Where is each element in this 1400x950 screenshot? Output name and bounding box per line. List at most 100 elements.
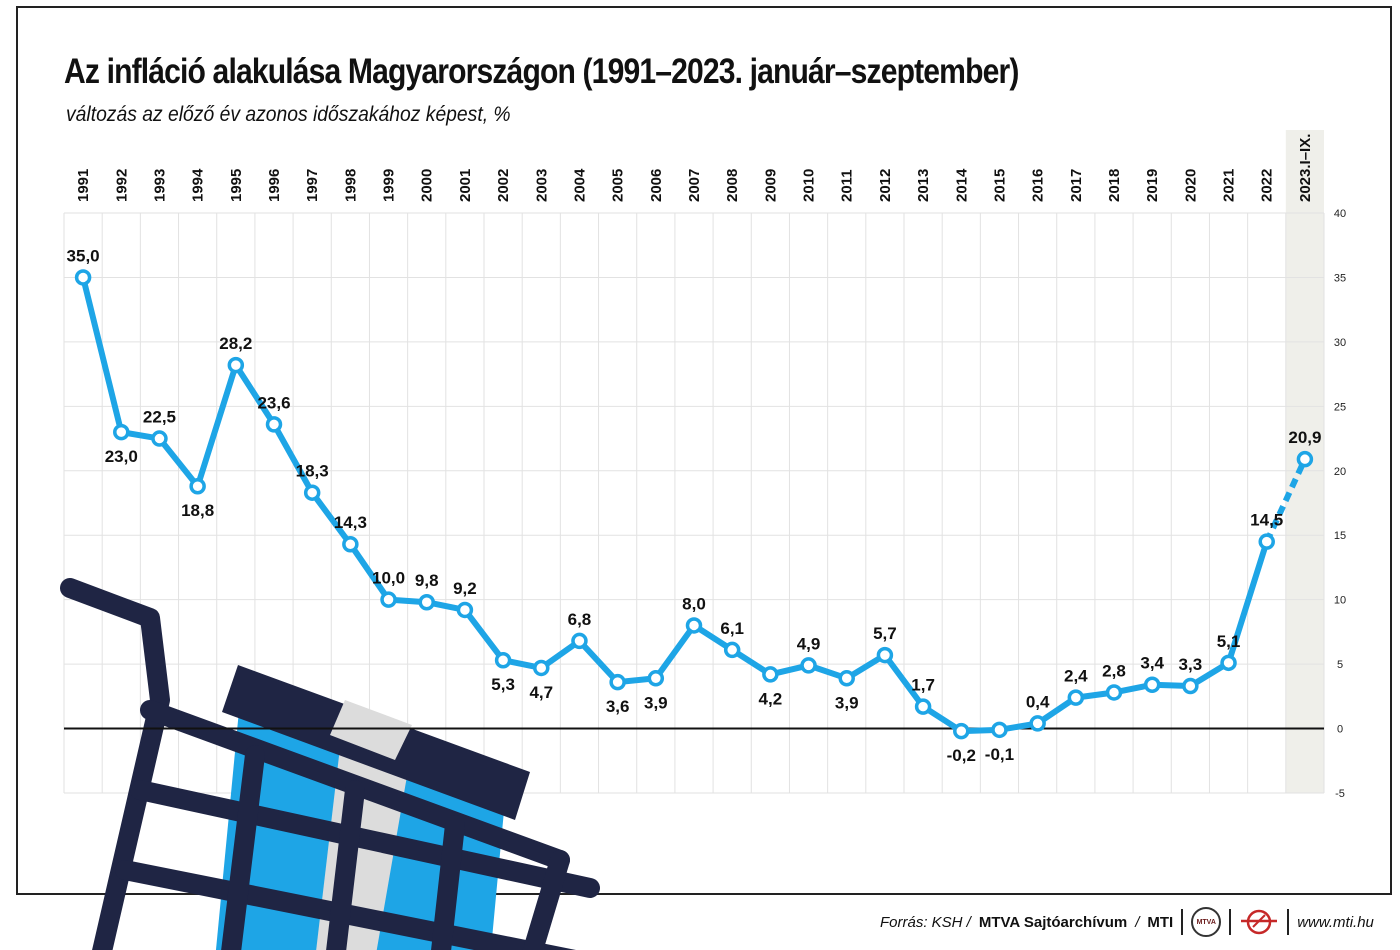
x-tick-label: 2020 (1182, 169, 1199, 202)
agency-name: MTI (1147, 913, 1174, 931)
data-label: 23,6 (257, 393, 290, 412)
data-point (303, 484, 321, 501)
source-prefix: Forrás: KSH / (880, 913, 971, 931)
footer-separator (1181, 909, 1184, 935)
footer-credits: Forrás: KSH / MTVA Sajtóarchívum / MTI M… (880, 905, 1374, 939)
x-tick-label: 1997 (304, 169, 321, 202)
series-line-dashed-segment (1264, 457, 1308, 543)
cart-lid-stripe (330, 700, 412, 760)
cart-handle (60, 578, 170, 950)
x-tick-label: 2005 (610, 169, 627, 202)
shopping-cart-illustration (60, 578, 600, 950)
data-point (151, 430, 168, 447)
data-point (1067, 689, 1085, 706)
x-tick-label: 2019 (1144, 169, 1161, 202)
data-point (1296, 450, 1314, 468)
footer-separator (1229, 909, 1232, 935)
data-point (456, 601, 474, 619)
x-tick-label: 1998 (342, 169, 359, 202)
y-tick-label: 25 (1334, 401, 1346, 413)
x-tick-label: 1992 (113, 169, 130, 202)
x-tick-label: 2018 (1106, 169, 1123, 202)
chart-title: Az infláció alakulása Magyarországon (19… (64, 52, 1019, 91)
data-label: 0,4 (1026, 692, 1050, 711)
x-tick-label: 1999 (381, 169, 398, 202)
x-tick-label: 2004 (571, 168, 588, 202)
data-point (1182, 677, 1199, 695)
x-tick-label: 2016 (1030, 169, 1047, 202)
data-label: 3,6 (606, 697, 630, 716)
y-tick-label: 5 (1337, 659, 1343, 671)
data-point (1258, 533, 1275, 550)
data-point (533, 659, 550, 677)
website-link[interactable]: www.mti.hu (1297, 913, 1374, 931)
x-tick-label: 2010 (801, 169, 818, 202)
cart-mesh-vertical (431, 815, 465, 950)
data-point (876, 646, 894, 664)
data-point (113, 423, 130, 441)
mti-logo-icon (1239, 907, 1279, 937)
data-point (1143, 676, 1161, 693)
data-label: 22,5 (143, 408, 176, 427)
data-label: 18,3 (296, 462, 329, 481)
data-point (723, 641, 741, 659)
x-tick-label: 2012 (877, 169, 894, 202)
data-point (494, 651, 512, 669)
data-label: 1,7 (911, 676, 935, 695)
data-label: 9,2 (453, 579, 477, 598)
x-tick-label: 1991 (75, 169, 92, 202)
data-point (609, 673, 626, 691)
x-tick-label: 2015 (991, 169, 1008, 202)
y-tick-label: 35 (1334, 272, 1346, 284)
data-point (800, 657, 817, 674)
data-point (189, 477, 206, 495)
data-label: 20,9 (1288, 428, 1321, 447)
x-tick-label: 2001 (457, 169, 474, 202)
x-tick-label: 2022 (1259, 169, 1276, 202)
data-label: 3,9 (644, 693, 668, 712)
data-label: 6,1 (720, 619, 744, 638)
slash-text: / (1135, 913, 1140, 931)
data-point (227, 356, 245, 374)
y-tick-label: -5 (1335, 788, 1345, 800)
x-tick-label: 2023.I–IX. (1297, 134, 1314, 202)
frame-bottom-rule (16, 893, 1392, 895)
x-tick-label: 2009 (762, 169, 779, 202)
x-tick-label: 2000 (419, 169, 436, 202)
data-label: 4,9 (797, 634, 821, 653)
data-point (380, 591, 397, 608)
footer-separator (1287, 909, 1290, 935)
data-label: -0,2 (947, 746, 976, 765)
y-tick-label: 15 (1334, 530, 1346, 542)
data-label: 28,2 (219, 334, 252, 353)
y-tick-label: 0 (1337, 724, 1343, 736)
y-tick-label: 30 (1334, 337, 1346, 349)
cart-mesh-vertical (221, 745, 265, 950)
x-tick-label: 2021 (1221, 169, 1238, 202)
data-point (838, 670, 855, 687)
data-point (953, 722, 970, 740)
mtva-logo-icon: MTVA (1191, 907, 1222, 937)
x-tick-label: 1994 (190, 168, 207, 202)
archive-name: MTVA Sajtóarchívum (978, 913, 1128, 931)
cart-mesh-vertical (326, 780, 365, 950)
data-label: 10,0 (372, 569, 405, 588)
y-tick-label: 20 (1334, 466, 1346, 478)
data-point (418, 593, 435, 611)
data-point (1029, 715, 1046, 732)
y-tick-label: 10 (1334, 595, 1346, 607)
data-label: 6,8 (568, 610, 592, 629)
data-label: 8,0 (682, 594, 706, 613)
x-tick-label: 1995 (228, 169, 245, 202)
y-tick-label: 40 (1334, 208, 1346, 220)
data-point (762, 666, 779, 683)
data-point (74, 269, 92, 286)
data-label: 2,8 (1102, 661, 1126, 680)
data-point (342, 535, 359, 553)
data-label: 2,4 (1064, 667, 1088, 686)
data-label: 18,8 (181, 501, 214, 520)
data-point (991, 721, 1008, 739)
x-tick-label: 2006 (648, 169, 665, 202)
data-label: 9,8 (415, 571, 439, 590)
